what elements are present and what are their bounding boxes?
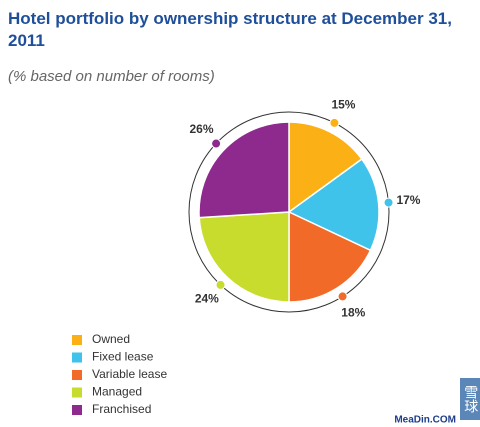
label-dot <box>215 279 226 290</box>
pie-slice <box>198 121 290 219</box>
legend-swatch <box>72 352 82 363</box>
pie-slice <box>288 210 372 303</box>
legend-swatch <box>72 370 82 380</box>
value-label: 24% <box>195 292 219 306</box>
pie-slice <box>288 121 363 214</box>
value-label: 18% <box>341 305 365 319</box>
label-dot <box>337 291 348 302</box>
watermark-logo-box <box>460 378 480 420</box>
chart-subtitle: (% based on number of rooms) <box>8 68 215 85</box>
pie-slice <box>287 158 380 252</box>
legend-label: Fixed lease <box>92 350 154 364</box>
legend-label: Franchised <box>92 402 151 416</box>
watermark-logo: 雪球 <box>463 385 479 413</box>
value-label: 15% <box>331 97 355 111</box>
pie-slice <box>198 211 290 303</box>
label-dot <box>211 138 222 149</box>
label-dot <box>329 117 340 128</box>
pie-ring <box>188 111 390 313</box>
legend-swatch <box>72 335 82 345</box>
watermark: MeaDin.COM <box>394 415 456 426</box>
legend-label: Managed <box>92 385 142 399</box>
legend-label: Variable lease <box>92 367 167 381</box>
legend-swatch <box>72 387 82 398</box>
value-label: 26% <box>190 122 214 136</box>
legend-swatch <box>72 405 82 415</box>
legend-label: Owned <box>92 332 130 346</box>
label-dot <box>383 197 394 208</box>
chart-title: Hotel portfolio by ownership structure a… <box>8 9 452 50</box>
value-label: 17% <box>396 193 420 207</box>
